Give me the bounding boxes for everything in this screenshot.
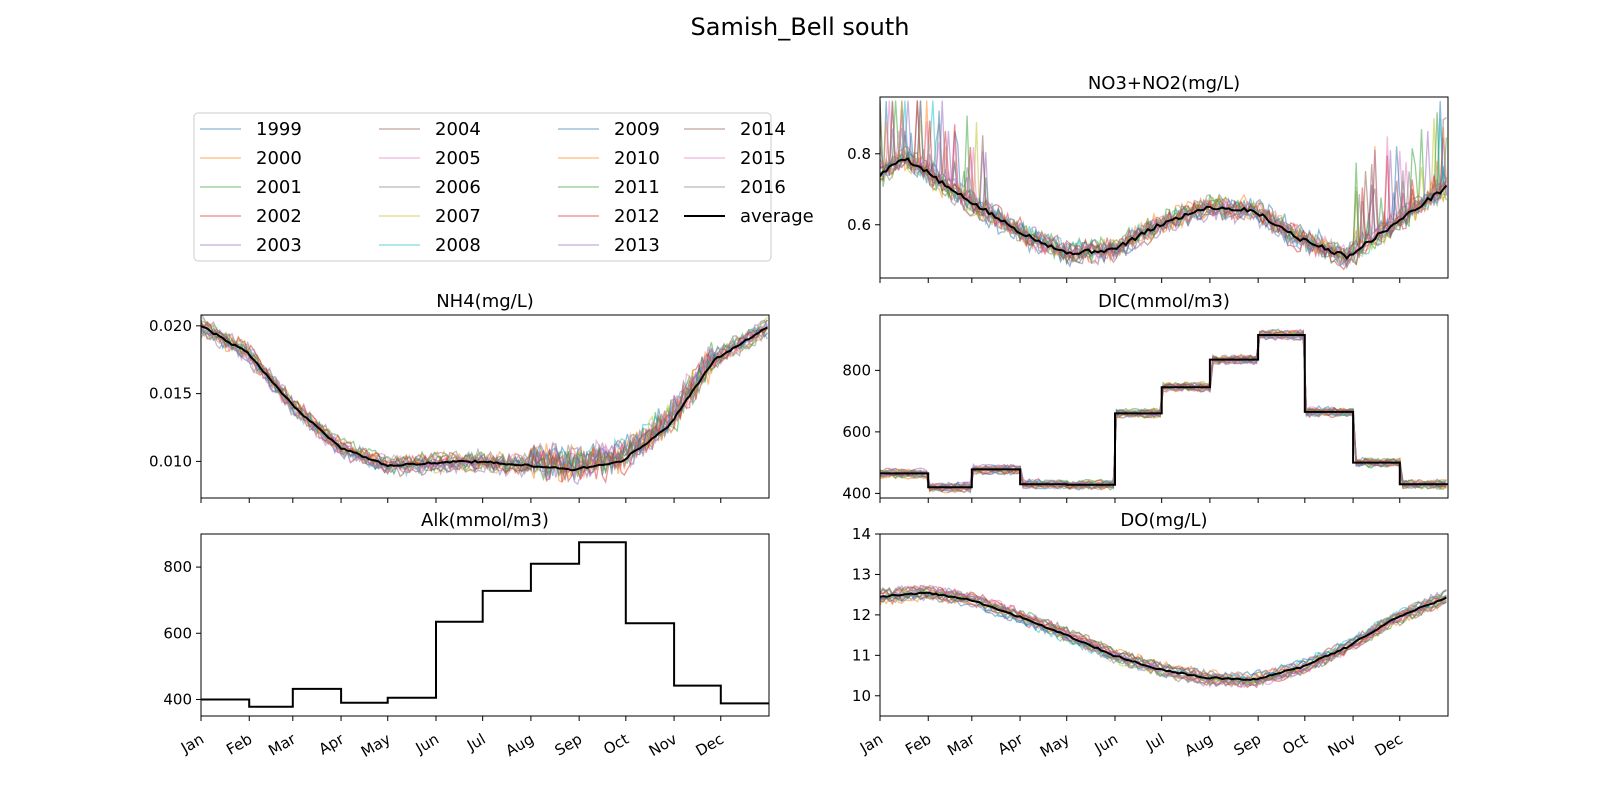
series-dic-average <box>880 334 1448 489</box>
ytick-label-dic-1: 600 <box>842 423 871 441</box>
ytick-label-alk-0: 400 <box>163 690 192 708</box>
legend-label-2010: 2010 <box>614 148 660 169</box>
legend: 1999 2000 2001 2002 2003 2004 2005 2006 2007 2008… <box>193 112 814 262</box>
legend-frame <box>193 112 772 262</box>
ytick-label-do-3: 13 <box>852 565 871 583</box>
series-no3-average <box>880 157 1448 260</box>
subplot-dic: DIC(mmol/m3) 400 600 800 <box>842 291 1449 503</box>
legend-label-2006: 2006 <box>435 177 481 198</box>
series-alk-average <box>201 541 769 708</box>
legend-label-2005: 2005 <box>435 148 481 169</box>
legend-label-2008: 2008 <box>435 235 481 256</box>
series-do-average <box>880 591 1447 681</box>
series-nh4-average <box>201 325 768 472</box>
ytick-label-dic-0: 400 <box>842 484 871 502</box>
series-nh4-2016 <box>201 330 768 474</box>
legend-label-2011: 2011 <box>614 177 660 198</box>
legend-label-2016: 2016 <box>740 177 786 198</box>
subplot-title-no3: NO3+NO2(mg/L) <box>1088 73 1240 94</box>
legend-label-2003: 2003 <box>256 235 302 256</box>
legend-label-2014: 2014 <box>740 119 786 140</box>
subplot-title-dic: DIC(mmol/m3) <box>1098 291 1230 312</box>
subplot-title-nh4: NH4(mg/L) <box>436 291 534 312</box>
ytick-label-nh4-1: 0.015 <box>149 385 192 403</box>
legend-label-2012: 2012 <box>614 206 660 227</box>
axes-frame-do <box>879 533 1449 717</box>
legend-label-2007: 2007 <box>435 206 481 227</box>
series-nh4-2015 <box>201 323 768 474</box>
axes-frame-no3 <box>879 96 1449 279</box>
ytick-label-no3-0: 0.6 <box>847 216 871 234</box>
subplot-nh4: NH4(mg/L) 0.010 0.015 0.020 <box>149 291 770 503</box>
legend-label-average: average <box>740 206 814 227</box>
series-dic-2016 <box>880 331 1447 489</box>
legend-label-1999: 1999 <box>256 119 302 140</box>
legend-label-2013: 2013 <box>614 235 660 256</box>
axes-frame-alk <box>200 533 770 717</box>
subplot-no3: NO3+NO2(mg/L) 0.6 0.8 <box>847 73 1449 283</box>
ytick-label-do-4: 14 <box>852 525 871 543</box>
subplot-title-alk: Alk(mmol/m3) <box>421 510 549 531</box>
yearly-series-no3 <box>880 100 1448 271</box>
ytick-label-nh4-0: 0.010 <box>149 452 192 470</box>
ytick-label-do-2: 12 <box>852 606 871 624</box>
figure-title: Samish_Bell south <box>691 13 910 41</box>
ytick-label-dic-2: 800 <box>842 361 871 379</box>
axes-frame-dic <box>879 314 1449 499</box>
subplot-title-do: DO(mg/L) <box>1120 510 1207 531</box>
legend-label-2002: 2002 <box>256 206 302 227</box>
ytick-label-no3-1: 0.8 <box>847 145 871 163</box>
legend-label-2015: 2015 <box>740 148 786 169</box>
legend-label-2004: 2004 <box>435 119 481 140</box>
ytick-label-alk-2: 800 <box>163 558 192 576</box>
series-no3-2013 <box>880 100 1448 264</box>
legend-label-2009: 2009 <box>614 119 660 140</box>
series-no3-2016 <box>880 100 1447 265</box>
legend-label-2001: 2001 <box>256 177 302 198</box>
legend-entries: 1999 2000 2001 2002 2003 2004 2005 2006 2007 2008… <box>200 119 814 256</box>
ytick-label-nh4-2: 0.020 <box>149 317 192 335</box>
subplots: NO3+NO2(mg/L) 0.6 0.8 NH4(mg/L) 0.010 0.015 0.… <box>149 73 1449 761</box>
axes-frame-nh4 <box>200 314 770 499</box>
ytick-label-do-1: 11 <box>852 646 871 664</box>
legend-label-2000: 2000 <box>256 148 302 169</box>
ytick-label-do-0: 10 <box>852 687 871 705</box>
ytick-label-alk-1: 600 <box>163 624 192 642</box>
